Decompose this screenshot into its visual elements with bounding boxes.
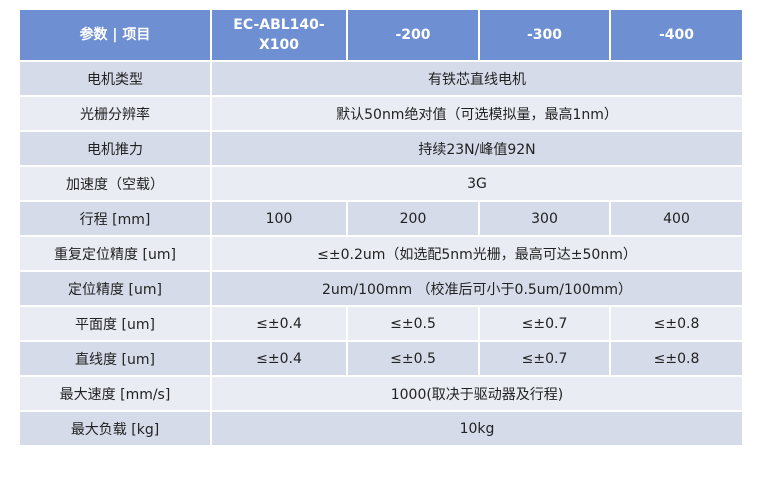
table-row: 定位精度 [um] 2um/100mm （校准后可小于0.5um/100mm） [18, 270, 744, 307]
value-cell: ≤±0.2um（如选配5nm光栅，最高可达±50nm） [210, 235, 744, 272]
table-row: 加速度（空载） 3G [18, 165, 744, 202]
header-row: 参数 | 项目 EC-ABL140-X100 -200 -300 -400 [18, 8, 744, 62]
row-label: 定位精度 [um] [18, 270, 212, 307]
value-cell: 300 [478, 200, 611, 237]
header-cell: EC-ABL140-X100 [210, 8, 348, 62]
row-label: 光栅分辨率 [18, 95, 212, 132]
row-label: 直线度 [um] [18, 340, 212, 377]
table-row: 平面度 [um] ≤±0.4 ≤±0.5 ≤±0.7 ≤±0.8 [18, 305, 744, 342]
value-cell: 2um/100mm （校准后可小于0.5um/100mm） [210, 270, 744, 307]
table-row: 最大速度 [mm/s] 1000(取决于驱动器及行程) [18, 375, 744, 412]
row-label: 电机推力 [18, 130, 212, 167]
value-cell: 1000(取决于驱动器及行程) [210, 375, 744, 412]
value-cell: ≤±0.5 [346, 305, 480, 342]
table-row: 行程 [mm] 100 200 300 400 [18, 200, 744, 237]
value-cell: 10kg [210, 410, 744, 447]
value-cell: ≤±0.8 [609, 305, 744, 342]
header-cell: 参数 | 项目 [18, 8, 212, 62]
spec-table: 参数 | 项目 EC-ABL140-X100 -200 -300 -400 电机类型 有铁… [18, 8, 744, 447]
value-cell: ≤±0.7 [478, 340, 611, 377]
row-label: 最大速度 [mm/s] [18, 375, 212, 412]
value-cell: 默认50nm绝对值（可选模拟量，最高1nm） [210, 95, 744, 132]
table-row: 直线度 [um] ≤±0.4 ≤±0.5 ≤±0.7 ≤±0.8 [18, 340, 744, 377]
value-cell: ≤±0.7 [478, 305, 611, 342]
row-label: 行程 [mm] [18, 200, 212, 237]
value-cell: 400 [609, 200, 744, 237]
row-label: 平面度 [um] [18, 305, 212, 342]
value-cell: ≤±0.5 [346, 340, 480, 377]
table-row: 电机类型 有铁芯直线电机 [18, 60, 744, 97]
row-label: 最大负载 [kg] [18, 410, 212, 447]
value-cell: ≤±0.4 [210, 340, 348, 377]
table-row: 电机推力 持续23N/峰值92N [18, 130, 744, 167]
value-cell: ≤±0.8 [609, 340, 744, 377]
row-label: 电机类型 [18, 60, 212, 97]
header-cell: -300 [478, 8, 611, 62]
value-cell: 有铁芯直线电机 [210, 60, 744, 97]
row-label: 重复定位精度 [um] [18, 235, 212, 272]
table-row: 光栅分辨率 默认50nm绝对值（可选模拟量，最高1nm） [18, 95, 744, 132]
table-row: 重复定位精度 [um] ≤±0.2um（如选配5nm光栅，最高可达±50nm） [18, 235, 744, 272]
table-row: 最大负载 [kg] 10kg [18, 410, 744, 447]
value-cell: 3G [210, 165, 744, 202]
value-cell: ≤±0.4 [210, 305, 348, 342]
row-label: 加速度（空载） [18, 165, 212, 202]
table-body: 电机类型 有铁芯直线电机 光栅分辨率 默认50nm绝对值（可选模拟量，最高1nm） 电机… [18, 60, 744, 447]
value-cell: 200 [346, 200, 480, 237]
value-cell: 100 [210, 200, 348, 237]
header-cell: -400 [609, 8, 744, 62]
value-cell: 持续23N/峰值92N [210, 130, 744, 167]
header-cell: -200 [346, 8, 480, 62]
